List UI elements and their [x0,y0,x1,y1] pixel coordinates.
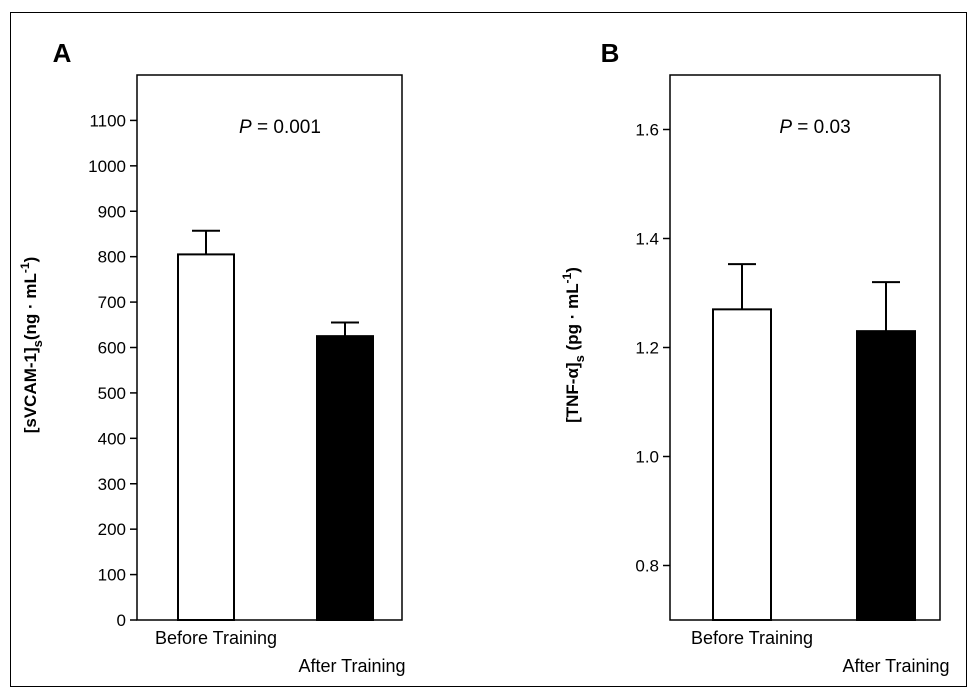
panel-b-bar-before [712,308,772,621]
panel-b-category-label: After Training [842,656,949,676]
panel-b-ytick-label: 1.4 [635,230,659,249]
panel-a-p-value: P = 0.001 [239,117,321,138]
panel-b-category-label: Before Training [691,628,813,648]
panel-b-y-axis-label: [TNF-α]s (pg · mL-1) [560,267,587,423]
panel-a-ytick-label: 1100 [89,111,126,130]
panel-b-ytick-label: 1.6 [635,121,659,140]
panel-a-ytick-label: 1000 [88,157,126,176]
panel-a-ytick-label: 800 [98,248,126,267]
panel-b-ytick-label: 1.2 [635,339,659,358]
panel-b-ytick-label: 0.8 [635,557,659,576]
panel-a-y-axis-label: [sVCAM-1]s(ng · mL-1) [18,257,45,434]
panel-a-ytick-label: 500 [98,384,126,403]
panel-b-bar-after [856,330,916,621]
panel-a-category-label: After Training [298,656,405,676]
panel-a-ytick-label: 400 [98,429,126,448]
panel-a-bar-after [316,335,374,621]
panel-a-ytick-label: 300 [98,475,126,494]
panel-b-p-value: P = 0.03 [779,117,850,138]
panel-a-ytick-label: 600 [98,339,126,358]
panel-a-bar-before [177,253,235,621]
panel-a-ytick-label: 200 [98,520,126,539]
panel-a-ytick-label: 0 [117,611,126,630]
panel-a-ytick-label: 900 [98,202,126,221]
panel-a-ytick-label: 700 [98,293,126,312]
panel-a-category-label: Before Training [155,628,277,648]
panel-b-ytick-label: 1.0 [635,448,659,467]
figure-frame [10,12,967,687]
panel-a-ytick-label: 100 [98,566,126,585]
panel-b-letter: B [601,38,620,68]
panel-a-letter: A [53,38,72,68]
